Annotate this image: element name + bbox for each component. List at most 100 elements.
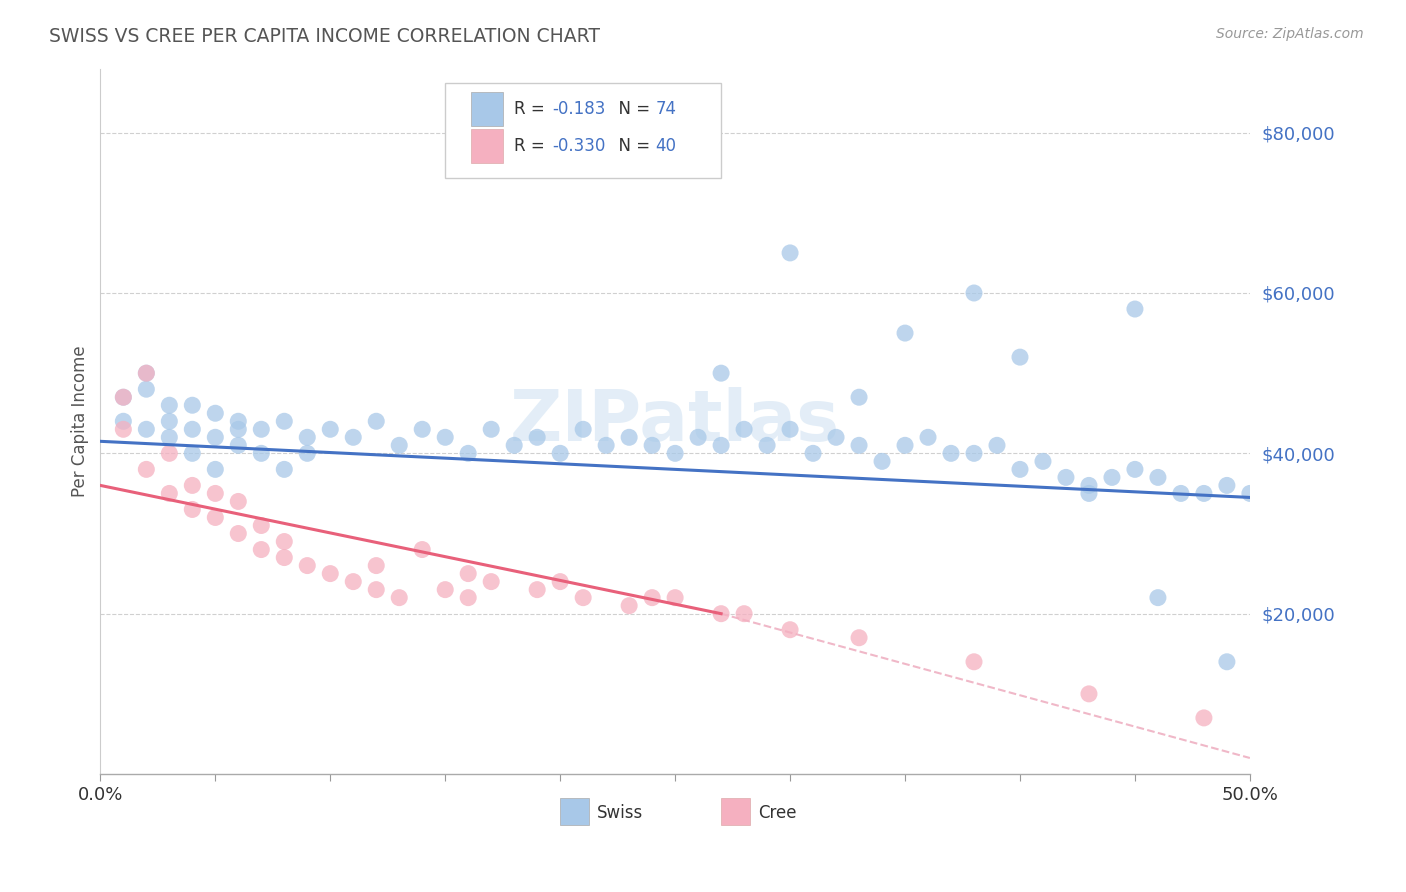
Text: Cree: Cree <box>758 804 796 822</box>
Point <box>181 446 204 460</box>
Point <box>848 438 870 452</box>
Point <box>411 422 433 436</box>
Point <box>894 326 917 340</box>
Point <box>617 599 640 613</box>
Point <box>733 422 755 436</box>
Text: 40: 40 <box>655 136 676 155</box>
Point <box>1147 470 1170 484</box>
Point <box>870 454 893 468</box>
Text: ZIPatlas: ZIPatlas <box>510 387 841 456</box>
Point <box>157 430 180 444</box>
Point <box>157 486 180 500</box>
Point <box>342 574 364 589</box>
Point <box>250 542 273 557</box>
Point <box>273 534 295 549</box>
Point <box>641 591 664 605</box>
Point <box>434 582 457 597</box>
Point <box>226 438 249 452</box>
Text: 74: 74 <box>655 100 676 119</box>
Point <box>204 486 226 500</box>
Point <box>1078 478 1101 492</box>
Point <box>548 446 571 460</box>
Point <box>366 558 388 573</box>
Point <box>1008 350 1031 364</box>
Point <box>226 494 249 508</box>
Point <box>157 414 180 428</box>
Point <box>1170 486 1192 500</box>
Point <box>204 430 226 444</box>
Text: -0.183: -0.183 <box>553 100 606 119</box>
FancyBboxPatch shape <box>446 83 721 178</box>
Point <box>595 438 617 452</box>
Point <box>779 422 801 436</box>
Text: Swiss: Swiss <box>598 804 643 822</box>
Point <box>1216 655 1239 669</box>
Point <box>297 558 319 573</box>
Point <box>526 430 548 444</box>
Point <box>479 574 502 589</box>
Point <box>250 422 273 436</box>
Point <box>297 446 319 460</box>
Point <box>319 422 342 436</box>
Point <box>1101 470 1123 484</box>
Point <box>1078 486 1101 500</box>
Point <box>181 478 204 492</box>
Point <box>273 414 295 428</box>
Text: R =: R = <box>515 136 550 155</box>
Text: R =: R = <box>515 100 550 119</box>
Point <box>548 574 571 589</box>
Point <box>572 422 595 436</box>
Point <box>1078 687 1101 701</box>
Bar <box>560 798 589 825</box>
Point <box>342 430 364 444</box>
Point <box>710 366 733 380</box>
Text: N =: N = <box>609 136 655 155</box>
Point <box>226 422 249 436</box>
Point <box>688 430 710 444</box>
Point <box>779 623 801 637</box>
Point <box>1192 486 1215 500</box>
Point <box>664 446 686 460</box>
Point <box>848 390 870 404</box>
Point <box>112 390 135 404</box>
Point <box>641 438 664 452</box>
Point <box>388 438 411 452</box>
Point <box>411 542 433 557</box>
Point <box>135 382 157 396</box>
Point <box>204 462 226 476</box>
Point <box>1192 711 1215 725</box>
Point <box>1216 478 1239 492</box>
Point <box>226 414 249 428</box>
Point <box>434 430 457 444</box>
Point <box>1239 486 1261 500</box>
Point <box>986 438 1008 452</box>
Point <box>825 430 848 444</box>
Point <box>894 438 917 452</box>
Point <box>779 246 801 260</box>
Bar <box>471 128 503 162</box>
Point <box>503 438 526 452</box>
Point <box>963 446 986 460</box>
Point <box>457 566 479 581</box>
Point <box>297 430 319 444</box>
Point <box>366 414 388 428</box>
Point <box>204 510 226 524</box>
Point <box>250 518 273 533</box>
Point <box>135 366 157 380</box>
Point <box>181 422 204 436</box>
Bar <box>471 93 503 126</box>
Point <box>319 566 342 581</box>
Point <box>157 446 180 460</box>
Point <box>756 438 779 452</box>
Point <box>273 550 295 565</box>
Point <box>135 422 157 436</box>
Point <box>1147 591 1170 605</box>
Point <box>204 406 226 420</box>
Point <box>848 631 870 645</box>
Point <box>112 390 135 404</box>
Text: -0.330: -0.330 <box>553 136 606 155</box>
Point <box>181 502 204 516</box>
Point <box>273 462 295 476</box>
Point <box>801 446 824 460</box>
Point <box>526 582 548 597</box>
